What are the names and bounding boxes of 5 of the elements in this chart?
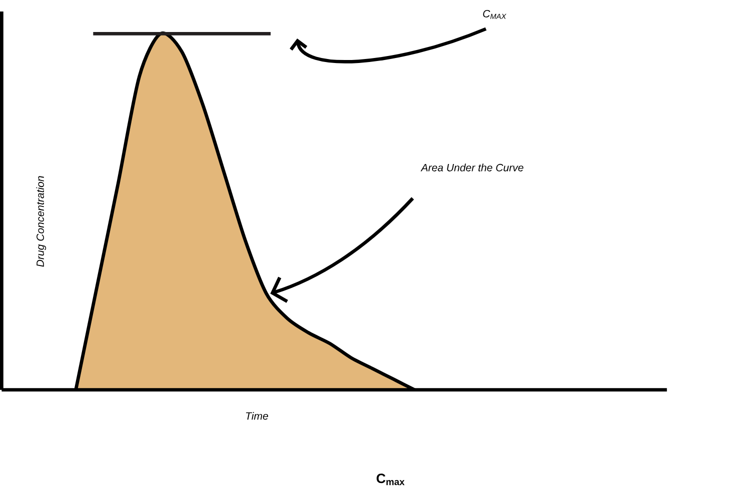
x-axis-title: Time (246, 412, 268, 420)
text: C$_{max}$ (376, 474, 405, 486)
annotation: Area Under the Curve (420, 164, 524, 172)
ref-line-label: C$_{MAX}$ (483, 10, 506, 19)
y-axis-title: Drug Concentration (36, 176, 46, 267)
